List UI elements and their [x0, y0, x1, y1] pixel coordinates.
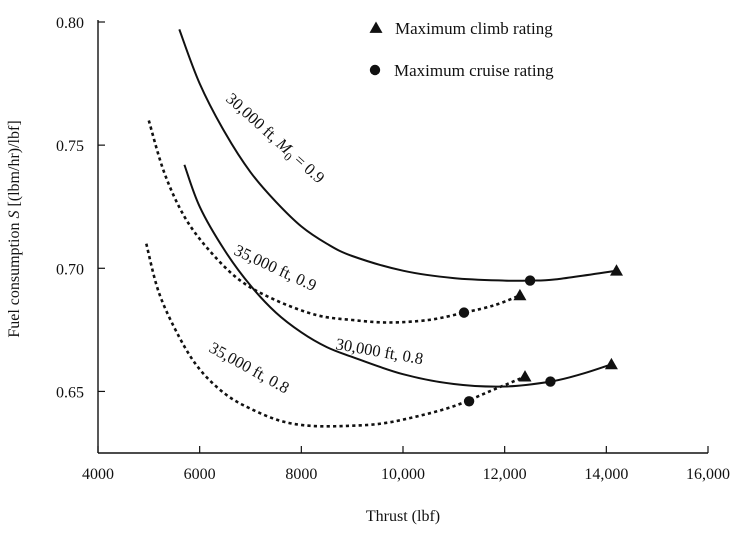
y-tick-label: 0.75 [56, 138, 84, 155]
climb-marker-2 [513, 288, 527, 301]
x-tick-label: 14,000 [584, 466, 628, 483]
legend: Maximum climb rating Maximum cruise ratin… [369, 19, 554, 80]
climb-marker-1 [610, 264, 623, 276]
y-axis-title: Fuel consumption S [(lbm/hr)/lbf] [6, 120, 23, 337]
curve-labels: 30,000 ft, M0 = 0.9 35,000 ft, 0.9 30,000 … [206, 89, 425, 398]
cruise-marker-1 [524, 275, 536, 286]
cruise-marker-4 [463, 396, 475, 407]
series-line-4 [145, 243, 526, 428]
x-tick-label: 8000 [285, 466, 317, 483]
legend-circle-icon [369, 64, 381, 76]
x-tick-label: 12,000 [483, 466, 527, 483]
curves [145, 29, 617, 428]
cruise-marker-2 [458, 307, 470, 318]
y-tick-label: 0.80 [56, 15, 84, 32]
x-tick-label: 10,000 [381, 466, 425, 483]
curve-label-2: 35,000 ft, 0.9 [231, 240, 319, 295]
y-tick-label: 0.70 [56, 261, 84, 278]
legend-label: Maximum cruise rating [394, 61, 554, 80]
climb-marker-4 [518, 370, 532, 382]
cruise-marker-3 [545, 376, 556, 387]
legend-triangle-icon [369, 21, 383, 33]
series-line-2 [147, 120, 521, 324]
x-tick-label: 4000 [82, 466, 114, 483]
climb-marker-3 [604, 357, 618, 370]
y-tick-label: 0.65 [56, 384, 84, 401]
x-tick-label: 6000 [184, 466, 216, 483]
x-axis-title: Thrust (lbf) [366, 508, 440, 525]
ticks: 4000 6000 8000 10,000 12,000 14,000 16,000 0.65… [56, 15, 730, 483]
x-tick-label: 16,000 [686, 466, 730, 483]
legend-label: Maximum climb rating [395, 19, 553, 38]
curve-label-4: 35,000 ft, 0.8 [206, 338, 293, 398]
rating-points [458, 264, 623, 407]
curve-label-1: 30,000 ft, M0 = 0.9 [220, 89, 328, 190]
curve-label-3: 30,000 ft, 0.8 [334, 334, 424, 368]
